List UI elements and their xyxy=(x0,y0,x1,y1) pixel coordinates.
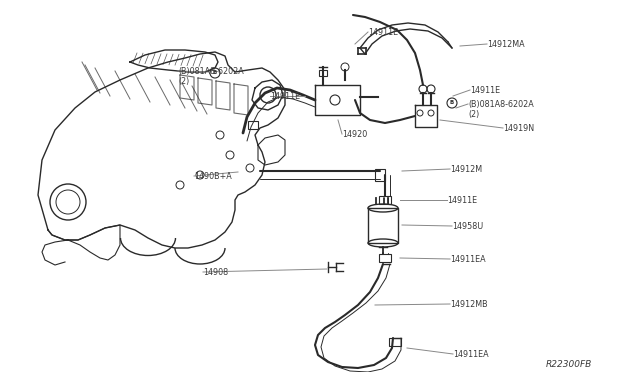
Bar xyxy=(379,196,391,204)
Text: 14912MB: 14912MB xyxy=(450,300,488,309)
Text: 14911EA: 14911EA xyxy=(453,350,488,359)
Text: 14958U: 14958U xyxy=(452,222,483,231)
Bar xyxy=(379,254,391,262)
Text: 14920: 14920 xyxy=(342,130,367,139)
Text: B: B xyxy=(450,100,454,106)
Text: 1490B+A: 1490B+A xyxy=(194,172,232,181)
Text: (B)081A8-6202A
(2): (B)081A8-6202A (2) xyxy=(468,100,534,119)
Text: 14911EA: 14911EA xyxy=(450,255,486,264)
Text: 14911E: 14911E xyxy=(470,86,500,95)
Bar xyxy=(319,70,327,76)
Text: R22300FB: R22300FB xyxy=(546,360,592,369)
Text: B: B xyxy=(213,71,217,76)
Text: 14919N: 14919N xyxy=(503,124,534,133)
Bar xyxy=(375,169,385,181)
Text: 14908: 14908 xyxy=(203,268,228,277)
Text: (B)081A8-6202A
(2): (B)081A8-6202A (2) xyxy=(178,67,244,86)
Text: 14912M: 14912M xyxy=(450,165,482,174)
Text: 14911E: 14911E xyxy=(447,196,477,205)
Bar xyxy=(248,121,258,129)
Text: 14912MA: 14912MA xyxy=(487,40,525,49)
Text: 14911E: 14911E xyxy=(270,92,300,101)
Bar xyxy=(389,338,401,346)
Text: 14911E: 14911E xyxy=(368,28,398,37)
